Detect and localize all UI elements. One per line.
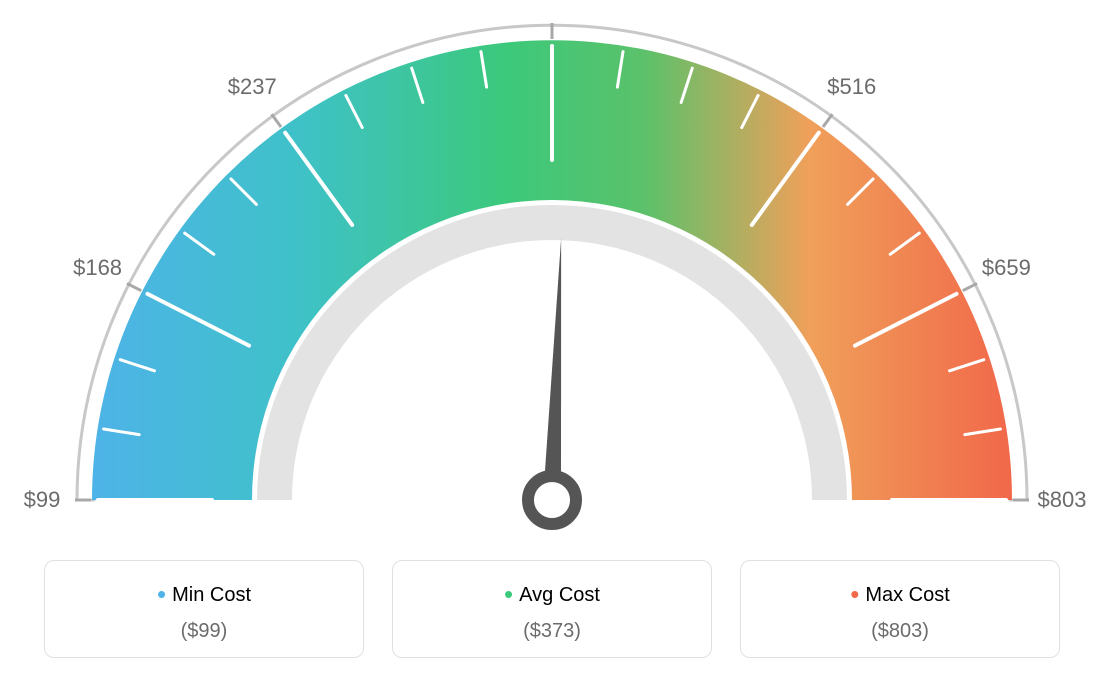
- legend-row: • Min Cost ($99) • Avg Cost ($373) • Max Co…: [0, 560, 1104, 678]
- legend-value-min: ($99): [55, 620, 353, 643]
- legend-value-avg: ($373): [403, 620, 701, 643]
- legend-card-max: • Max Cost ($803): [740, 560, 1060, 658]
- gauge-svg: [0, 0, 1104, 560]
- dot-icon: •: [157, 579, 166, 609]
- dot-icon: •: [504, 579, 513, 609]
- gauge-tick-label: $168: [73, 255, 122, 281]
- legend-title-min: • Min Cost: [55, 579, 353, 610]
- gauge-tick-label: $99: [24, 487, 61, 513]
- cost-gauge-chart: $99 $168 $237 $373 $516 $659 $803: [0, 0, 1104, 560]
- legend-title-max: • Max Cost: [751, 579, 1049, 610]
- legend-title-label: Min Cost: [172, 584, 251, 606]
- legend-title-label: Avg Cost: [519, 584, 600, 606]
- legend-value-max: ($803): [751, 620, 1049, 643]
- legend-card-avg: • Avg Cost ($373): [392, 560, 712, 658]
- gauge-tick-label: $516: [827, 74, 876, 100]
- gauge-tick-label: $373: [528, 0, 577, 3]
- dot-icon: •: [850, 579, 859, 609]
- gauge-tick-label: $659: [982, 255, 1031, 281]
- legend-title-label: Max Cost: [865, 584, 949, 606]
- gauge-tick-label: $803: [1038, 487, 1087, 513]
- legend-card-min: • Min Cost ($99): [44, 560, 364, 658]
- gauge-tick-label: $237: [228, 74, 277, 100]
- legend-title-avg: • Avg Cost: [403, 579, 701, 610]
